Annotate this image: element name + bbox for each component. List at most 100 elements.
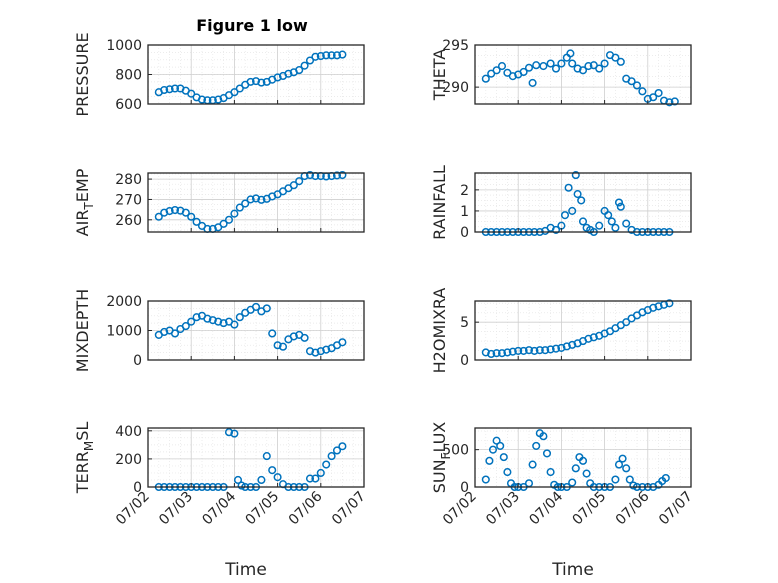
data-point (197, 95, 207, 104)
data-point (551, 225, 561, 234)
data-point (257, 78, 266, 87)
data-point (237, 481, 246, 490)
data-point (578, 217, 588, 226)
y-tick-label: 2000 (106, 294, 142, 310)
y-axis-label: PRESSURE (73, 32, 92, 116)
data-point (251, 194, 261, 203)
data-point (251, 302, 261, 311)
series-markers (481, 49, 679, 107)
data-point (273, 341, 282, 350)
x-tick-label: 07/07 (329, 489, 369, 529)
data-point (551, 344, 561, 353)
y-tick-label: 200 (115, 452, 142, 468)
data-point (564, 183, 573, 192)
data-point (600, 59, 609, 68)
y-tick-label: 1000 (106, 324, 142, 340)
data-point (300, 333, 309, 342)
x-tick-label: 07/06 (613, 488, 653, 528)
data-point (219, 219, 228, 228)
data-point (562, 53, 571, 62)
y-tick-label: 500 (442, 443, 469, 459)
data-point (311, 52, 320, 61)
data-point (542, 449, 552, 458)
data-point (604, 211, 613, 220)
data-point (508, 347, 517, 356)
data-point (224, 215, 234, 224)
data-point (322, 345, 331, 354)
data-point (584, 334, 593, 343)
x-axis-label: Time (551, 560, 594, 580)
data-point (595, 64, 604, 73)
y-axis-label: SUNFLUX (430, 422, 453, 494)
data-point (170, 329, 180, 338)
data-point (508, 72, 517, 81)
data-point (616, 202, 625, 211)
data-point (338, 338, 347, 347)
data-point (181, 208, 190, 217)
data-point (289, 332, 298, 341)
y-axis-label: AIRTEMP (73, 168, 96, 236)
subplot-airtemp: 260 270 280 AIRTEMP (73, 168, 365, 236)
series-markers (481, 299, 674, 358)
x-tick-label: 07/05 (570, 489, 610, 529)
data-point (257, 195, 266, 204)
axes-box (147, 172, 365, 233)
y-tick-label: 600 (115, 97, 142, 113)
data-point (327, 51, 336, 60)
data-point (649, 303, 658, 312)
data-point (627, 77, 636, 86)
data-point (481, 348, 490, 357)
data-point (235, 203, 244, 212)
series-markers (481, 429, 670, 492)
data-point (618, 454, 627, 463)
x-tick-label: 07/04 (526, 488, 566, 528)
data-point (273, 473, 282, 482)
data-point (578, 66, 588, 75)
data-point (481, 475, 490, 484)
data-point (514, 346, 523, 355)
subplot-rainfall: 0 1 2 RAINFALL (430, 165, 692, 241)
data-point (338, 442, 347, 451)
data-point (607, 217, 616, 226)
subplot-mixdepth: 0 1000 2000 MIXDEPTH (73, 289, 365, 372)
data-point (305, 170, 315, 180)
data-point (546, 345, 555, 354)
data-point (492, 436, 501, 445)
y-tick-label: 270 (115, 192, 142, 208)
data-point (295, 66, 304, 75)
data-point (305, 56, 315, 65)
data-point (327, 452, 336, 461)
subplot-h2omixra: 0 5 H2OMIXRA (430, 288, 692, 373)
data-point (541, 346, 550, 355)
data-point (322, 460, 331, 469)
data-point (573, 64, 582, 73)
data-point (578, 456, 588, 465)
x-tick-label: 07/03 (156, 489, 196, 529)
data-point (230, 88, 239, 97)
data-point (503, 348, 512, 357)
data-point (492, 349, 501, 358)
data-point (528, 460, 537, 469)
data-point (192, 313, 201, 322)
data-point (528, 78, 537, 87)
data-point (241, 199, 250, 208)
data-point (582, 469, 591, 478)
data-point (214, 95, 223, 104)
data-point (481, 74, 490, 83)
data-point (208, 316, 217, 325)
data-point (170, 84, 180, 93)
data-point (311, 474, 320, 483)
data-point (496, 441, 505, 450)
data-point (262, 304, 271, 313)
data-point (611, 223, 620, 232)
data-point (539, 432, 548, 441)
data-point (573, 190, 582, 199)
data-point (278, 342, 288, 351)
y-tick-label: 290 (442, 80, 469, 96)
data-point (165, 206, 174, 216)
data-point (235, 313, 244, 322)
data-point (532, 61, 541, 70)
y-tick-label: 0 (460, 225, 469, 241)
